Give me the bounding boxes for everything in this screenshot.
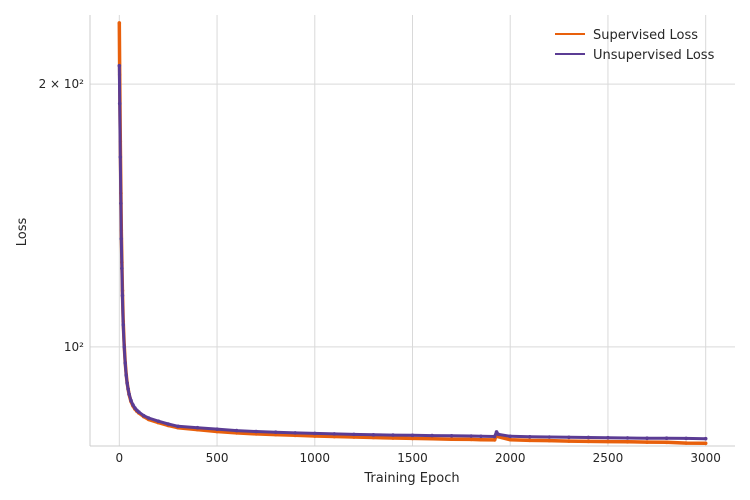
- data-point: [703, 441, 708, 446]
- y-axis-title: Loss: [15, 218, 30, 247]
- data-point: [371, 435, 376, 440]
- data-point: [166, 422, 170, 426]
- data-point: [391, 436, 395, 440]
- data-point: [176, 424, 180, 429]
- data-point: [586, 439, 591, 444]
- x-tick-label: 0: [115, 451, 123, 465]
- data-point: [234, 428, 239, 433]
- data-point: [606, 439, 610, 444]
- x-tick-label: 1500: [397, 451, 428, 465]
- data-point: [469, 434, 473, 438]
- x-tick-label: 2500: [593, 451, 624, 465]
- data-point: [664, 440, 669, 445]
- data-point: [547, 438, 552, 443]
- data-point: [293, 431, 298, 435]
- legend: Supervised Loss Unsupervised Loss: [555, 28, 715, 63]
- data-point: [120, 266, 124, 271]
- data-point: [492, 434, 497, 439]
- data-point: [527, 434, 532, 439]
- legend-label-supervised: Supervised Loss: [593, 28, 698, 43]
- data-point: [332, 434, 337, 439]
- series: [117, 21, 708, 446]
- data-point: [117, 63, 122, 68]
- x-tick-label: 2000: [495, 451, 526, 465]
- data-point: [606, 435, 610, 440]
- data-point: [479, 434, 483, 439]
- data-point: [494, 430, 499, 434]
- data-point: [508, 434, 513, 439]
- data-point: [273, 430, 278, 435]
- data-point: [496, 432, 501, 437]
- data-point: [567, 439, 571, 443]
- y-tick-label: 10²: [64, 340, 84, 354]
- data-point: [131, 403, 135, 407]
- data-point: [684, 436, 688, 441]
- data-point: [449, 437, 454, 441]
- data-point: [352, 435, 356, 439]
- data-point: [527, 438, 532, 443]
- data-point: [479, 437, 483, 442]
- data-point: [124, 373, 128, 378]
- data-point: [391, 433, 395, 437]
- data-point: [121, 323, 126, 327]
- data-point: [684, 441, 688, 445]
- data-point: [120, 293, 125, 298]
- data-point: [119, 236, 124, 241]
- data-point: [123, 361, 127, 365]
- data-point: [703, 436, 708, 441]
- data-point: [118, 155, 123, 159]
- grid: [90, 15, 735, 446]
- data-point: [645, 440, 649, 444]
- data-point: [117, 21, 122, 25]
- x-tick-label: 1000: [299, 451, 330, 465]
- x-axis-title: Training Epoch: [363, 471, 459, 486]
- data-point: [117, 101, 122, 106]
- data-point: [508, 437, 513, 442]
- data-point: [254, 429, 258, 434]
- data-point: [352, 432, 356, 437]
- data-point: [125, 381, 129, 385]
- data-point: [119, 201, 123, 206]
- y-tick-label: 2 × 10²: [39, 77, 85, 91]
- data-point: [547, 435, 552, 439]
- data-point: [141, 413, 146, 418]
- data-point: [127, 392, 131, 396]
- legend-label-unsupervised: Unsupervised Loss: [593, 48, 715, 63]
- axes: [89, 15, 735, 447]
- data-point: [410, 433, 415, 438]
- data-point: [137, 410, 141, 414]
- data-point: [625, 436, 630, 440]
- data-point: [312, 431, 317, 436]
- x-tick-label: 3000: [690, 451, 721, 465]
- data-point: [664, 436, 669, 441]
- data-point: [371, 433, 376, 437]
- data-point: [430, 436, 434, 441]
- data-point: [586, 435, 591, 440]
- data-point: [312, 434, 317, 438]
- data-point: [469, 437, 473, 442]
- data-point: [492, 438, 497, 442]
- x-tick-label: 500: [206, 451, 229, 465]
- data-point: [625, 440, 630, 444]
- data-point: [129, 398, 133, 403]
- data-point: [146, 416, 151, 420]
- tick-labels: 0 500 1000 1500 2000 2500 3000 10² 2 × 10²: [39, 77, 721, 465]
- data-point: [156, 419, 161, 424]
- data-point: [332, 432, 337, 436]
- data-point: [195, 425, 200, 430]
- data-point: [430, 433, 434, 438]
- data-point: [567, 435, 571, 440]
- data-point: [410, 436, 415, 441]
- data-point: [645, 436, 649, 441]
- data-point: [449, 433, 454, 438]
- data-point: [122, 345, 127, 349]
- data-point: [215, 427, 219, 431]
- series-line-unsupervised: [117, 65, 706, 441]
- data-point: [126, 387, 130, 391]
